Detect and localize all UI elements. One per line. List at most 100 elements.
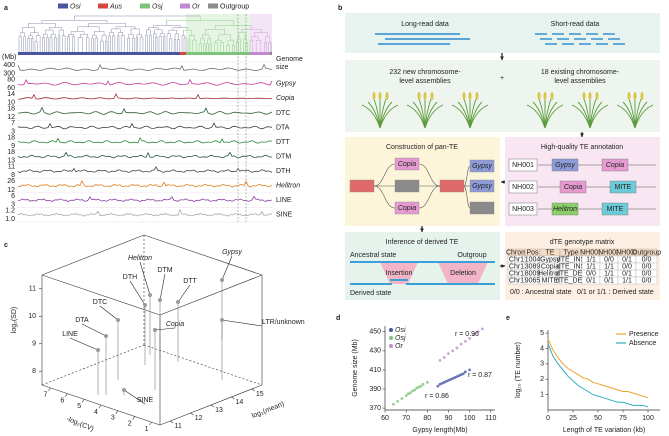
x-axis-label: Gypsy length(Mb) xyxy=(412,427,467,434)
plant-panicle xyxy=(462,92,466,100)
track-tick: 18 xyxy=(7,135,15,142)
point-label: DTM xyxy=(157,267,172,274)
plant-panicle xyxy=(537,92,541,100)
leader xyxy=(123,389,146,405)
table-text: 0/0 xyxy=(642,278,652,285)
box-assemblies xyxy=(345,60,660,132)
x-tick-label: 100 xyxy=(642,415,654,422)
point-label: SINE xyxy=(137,397,154,404)
table-text: 0/0 xyxy=(586,271,596,278)
scatter-point xyxy=(447,379,450,382)
tick-label: 13 xyxy=(215,407,223,414)
table-text: TE xyxy=(546,250,555,257)
deletion-shape xyxy=(438,262,488,284)
table-text: 9065 xyxy=(525,278,541,285)
table-text: NH002 xyxy=(598,250,620,257)
track-name: DTH xyxy=(276,168,290,175)
event-label: Deletion xyxy=(450,270,476,277)
table-text: Gypsy xyxy=(540,257,560,264)
tick-label: 3 xyxy=(111,415,115,422)
legend-marker xyxy=(389,344,393,348)
tick-label: 14 xyxy=(236,399,244,406)
leader xyxy=(99,305,119,321)
scatter-point xyxy=(463,339,467,343)
annotation: r = 0.96 xyxy=(455,331,479,338)
legend-swatch xyxy=(98,3,108,9)
x-tick-label: 90 xyxy=(445,415,453,422)
y-tick-label: 450 xyxy=(369,329,381,336)
track-tick: 11 xyxy=(8,164,15,171)
track-tick: 13 xyxy=(7,158,15,165)
graph-edge xyxy=(373,163,396,187)
box-title: Inference of derived TE xyxy=(386,239,459,246)
track-name: DTC xyxy=(276,110,290,117)
table-text: Chr1 xyxy=(509,271,524,278)
point-label: LINE xyxy=(62,331,78,338)
legend-marker xyxy=(389,336,393,340)
track-tick: 12 xyxy=(7,187,15,194)
plant-panicle xyxy=(385,92,389,100)
insertion-shape xyxy=(380,262,418,284)
track-tick: 1.0 xyxy=(5,216,15,223)
track-name: Helitron xyxy=(276,182,300,189)
tick xyxy=(48,387,51,392)
sample-box xyxy=(508,180,538,194)
scatter-point xyxy=(415,386,419,390)
leader xyxy=(159,273,166,301)
te-box xyxy=(609,180,637,194)
table-text: 3089 xyxy=(525,264,541,271)
sample-box xyxy=(508,158,538,172)
scatter-point xyxy=(451,349,455,353)
te-box xyxy=(551,158,579,172)
scatter-point xyxy=(396,400,400,403)
x-tick-label: 80 xyxy=(423,415,431,422)
box-edge xyxy=(41,344,145,386)
box-edge xyxy=(159,274,263,316)
te-label: MITE xyxy=(615,184,632,191)
plant-panicle xyxy=(588,92,592,100)
scatter-point xyxy=(459,342,463,346)
track-name: Genome xyxy=(276,56,303,63)
tick-label: 2 xyxy=(128,420,132,427)
track-name: DTT xyxy=(276,139,290,146)
panel-label: c xyxy=(4,242,8,249)
table-text: Outgroup xyxy=(632,250,661,257)
state-label: Ancestral state xyxy=(350,252,396,259)
graph-edge xyxy=(463,165,471,187)
event-label: Insertion xyxy=(386,270,413,277)
scatter-point xyxy=(413,388,417,392)
plant-leaf xyxy=(469,104,489,129)
y-tick-label: 3 xyxy=(540,361,544,368)
te-box xyxy=(601,158,629,172)
tick-label: 10 xyxy=(28,313,36,320)
table-text: 8009 xyxy=(525,271,541,278)
legend-label: Outgroup xyxy=(220,3,249,10)
x-tick-label: 100 xyxy=(464,415,476,422)
table-text: dTE_DEL xyxy=(556,271,586,278)
box-edge xyxy=(143,344,263,386)
plant-panicle xyxy=(468,92,472,100)
scatter-point xyxy=(425,380,429,384)
table-text: Copia xyxy=(541,264,559,271)
track-name: Copia xyxy=(276,95,294,102)
table-note: 0/0 : Ancestral state xyxy=(510,289,572,296)
tick-label: 6 xyxy=(60,397,64,404)
graph-edge xyxy=(418,185,441,209)
leader xyxy=(139,261,151,296)
tick xyxy=(132,416,135,420)
annotation: r = 0.86 xyxy=(425,393,449,400)
table-text: 1004 xyxy=(525,257,541,264)
te-label: Copia xyxy=(564,184,582,191)
table-text: 0/0 xyxy=(642,257,652,264)
track-line xyxy=(17,122,273,130)
plant-panicle xyxy=(372,92,376,100)
point xyxy=(148,293,152,297)
scatter-point xyxy=(436,384,440,388)
sample-label: NH002 xyxy=(512,184,534,191)
tick xyxy=(115,410,119,414)
scatter-point xyxy=(408,391,412,395)
track-tick: 6 xyxy=(11,193,15,200)
point-label: DTC xyxy=(93,299,107,306)
box-title: Construction of pan-TE xyxy=(386,144,458,151)
